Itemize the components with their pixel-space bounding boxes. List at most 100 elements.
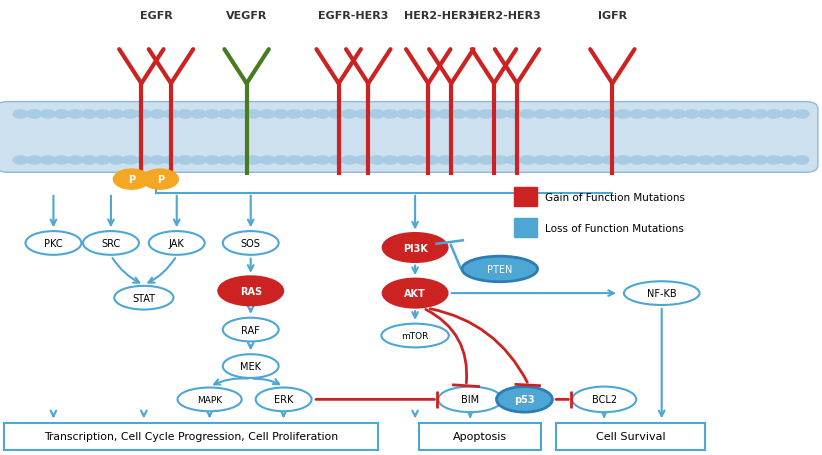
Circle shape — [356, 157, 371, 165]
Text: BCL2: BCL2 — [592, 394, 616, 404]
Circle shape — [301, 157, 316, 165]
Circle shape — [794, 111, 809, 119]
Circle shape — [369, 157, 384, 165]
Circle shape — [561, 157, 576, 165]
Circle shape — [575, 157, 589, 165]
Text: Cell Survival: Cell Survival — [596, 431, 665, 441]
Text: AKT: AKT — [404, 288, 426, 298]
Circle shape — [81, 157, 96, 165]
Ellipse shape — [149, 232, 205, 255]
Text: RAS: RAS — [240, 286, 261, 296]
Ellipse shape — [438, 387, 502, 412]
Circle shape — [383, 157, 398, 165]
Text: BIM: BIM — [461, 394, 479, 404]
Ellipse shape — [83, 232, 139, 255]
Circle shape — [233, 111, 247, 119]
Circle shape — [260, 157, 275, 165]
Text: STAT: STAT — [132, 293, 155, 303]
Circle shape — [506, 157, 521, 165]
Circle shape — [27, 157, 42, 165]
Text: EGFR: EGFR — [140, 11, 173, 21]
Circle shape — [657, 111, 672, 119]
Circle shape — [315, 157, 330, 165]
Circle shape — [465, 157, 480, 165]
Text: MEK: MEK — [240, 361, 261, 371]
FancyBboxPatch shape — [556, 423, 705, 450]
Ellipse shape — [496, 387, 552, 412]
Text: Loss of Function Mutations: Loss of Function Mutations — [545, 223, 684, 233]
Circle shape — [122, 157, 137, 165]
Circle shape — [274, 157, 289, 165]
Circle shape — [246, 111, 261, 119]
Text: ERK: ERK — [274, 394, 293, 404]
Ellipse shape — [114, 286, 173, 310]
Ellipse shape — [223, 354, 279, 378]
Circle shape — [671, 111, 686, 119]
Circle shape — [479, 111, 494, 119]
Text: PTEN: PTEN — [487, 264, 512, 274]
Circle shape — [685, 157, 700, 165]
Circle shape — [136, 157, 151, 165]
Circle shape — [81, 111, 96, 119]
Circle shape — [68, 111, 83, 119]
Ellipse shape — [223, 232, 279, 255]
Circle shape — [506, 111, 521, 119]
Circle shape — [753, 111, 768, 119]
Ellipse shape — [383, 234, 447, 262]
Circle shape — [164, 111, 178, 119]
Text: mTOR: mTOR — [401, 331, 429, 340]
Circle shape — [424, 111, 439, 119]
Circle shape — [589, 111, 603, 119]
Ellipse shape — [25, 232, 81, 255]
Circle shape — [301, 111, 316, 119]
Ellipse shape — [624, 282, 700, 305]
Circle shape — [533, 157, 548, 165]
Circle shape — [410, 111, 425, 119]
Circle shape — [712, 157, 727, 165]
FancyBboxPatch shape — [514, 188, 537, 207]
Circle shape — [671, 157, 686, 165]
Circle shape — [712, 111, 727, 119]
Ellipse shape — [381, 324, 449, 348]
Ellipse shape — [383, 279, 447, 308]
Text: PI3K: PI3K — [403, 243, 427, 253]
FancyBboxPatch shape — [4, 423, 378, 450]
Text: Transcription, Cell Cycle Progression, Cell Proliferation: Transcription, Cell Cycle Progression, C… — [44, 431, 338, 441]
Circle shape — [342, 157, 357, 165]
Circle shape — [520, 111, 535, 119]
Text: Gain of Function Mutations: Gain of Function Mutations — [545, 192, 685, 202]
Text: JAK: JAK — [169, 238, 185, 248]
Circle shape — [451, 157, 466, 165]
Circle shape — [397, 111, 412, 119]
Circle shape — [767, 157, 782, 165]
Circle shape — [520, 157, 535, 165]
Circle shape — [780, 111, 795, 119]
Circle shape — [150, 111, 165, 119]
Circle shape — [726, 157, 741, 165]
Circle shape — [246, 157, 261, 165]
Circle shape — [13, 111, 28, 119]
Circle shape — [561, 111, 576, 119]
FancyBboxPatch shape — [514, 219, 537, 238]
Circle shape — [40, 157, 55, 165]
Circle shape — [109, 111, 124, 119]
Circle shape — [136, 111, 151, 119]
Text: RAF: RAF — [242, 325, 260, 335]
Circle shape — [192, 111, 206, 119]
Circle shape — [630, 111, 644, 119]
Circle shape — [260, 111, 275, 119]
Circle shape — [40, 111, 55, 119]
Circle shape — [178, 111, 192, 119]
Circle shape — [369, 111, 384, 119]
Circle shape — [657, 157, 672, 165]
Circle shape — [95, 111, 110, 119]
Text: SRC: SRC — [101, 238, 121, 248]
Circle shape — [192, 157, 206, 165]
Circle shape — [328, 111, 343, 119]
Circle shape — [438, 111, 453, 119]
Circle shape — [492, 111, 507, 119]
Text: HER2-HER3: HER2-HER3 — [470, 11, 541, 21]
Text: MAPK: MAPK — [197, 395, 222, 404]
FancyBboxPatch shape — [419, 423, 541, 450]
Circle shape — [287, 157, 302, 165]
